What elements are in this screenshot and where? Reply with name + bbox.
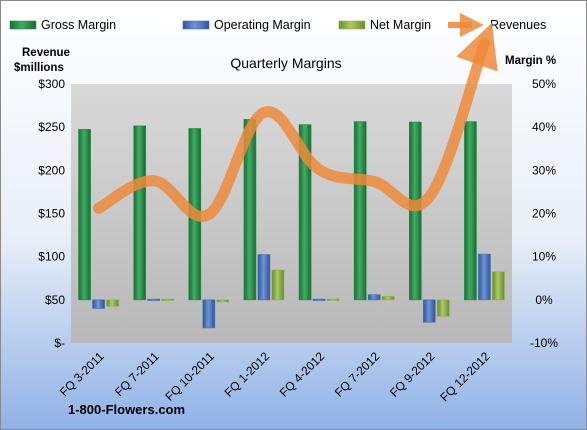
bar-net-margin bbox=[106, 299, 119, 307]
bar-gross-margin bbox=[298, 124, 312, 301]
bar-operating-margin bbox=[92, 299, 105, 309]
chart-title: Quarterly Margins bbox=[230, 55, 341, 71]
left-axis-title-line2: $millions bbox=[14, 62, 64, 74]
bar-gross-margin bbox=[353, 121, 367, 301]
bar-gross-margin bbox=[464, 121, 477, 301]
left-tick-label: $100 bbox=[38, 250, 65, 264]
right-tick-label: -10% bbox=[530, 336, 558, 350]
bar-operating-margin bbox=[257, 254, 271, 301]
bar-operating-margin bbox=[147, 298, 160, 301]
right-tick-label: 30% bbox=[532, 163, 556, 177]
bar-net-margin bbox=[161, 298, 174, 301]
bar-net-margin bbox=[381, 296, 395, 301]
right-tick-label: 40% bbox=[532, 120, 556, 134]
bar-net-margin bbox=[492, 271, 505, 301]
bar-net-margin bbox=[326, 298, 340, 301]
right-tick-label: 10% bbox=[532, 250, 556, 264]
legend-label-operating-margin: Operating Margin bbox=[214, 18, 311, 32]
legend-swatch-net-margin bbox=[338, 20, 366, 30]
bar-operating-margin bbox=[478, 253, 491, 301]
bar-operating-margin bbox=[202, 299, 216, 329]
legend-label-net-margin: Net Margin bbox=[370, 18, 431, 32]
bar-net-margin bbox=[437, 299, 450, 317]
left-tick-label: $200 bbox=[38, 163, 65, 177]
left-tick-label: $300 bbox=[38, 77, 65, 91]
footer-label: 1-800-Flowers.com bbox=[68, 402, 185, 417]
legend-label-gross-margin: Gross Margin bbox=[41, 18, 116, 32]
left-tick-label: $50 bbox=[45, 293, 65, 307]
left-axis-title-line1: Revenue bbox=[22, 47, 70, 59]
bar-operating-margin bbox=[367, 294, 381, 301]
bar-gross-margin bbox=[78, 129, 91, 301]
right-tick-label: 0% bbox=[535, 293, 553, 307]
left-tick-label: $- bbox=[54, 336, 65, 350]
revenue-line-layer bbox=[93, 22, 498, 222]
bar-net-margin bbox=[216, 299, 230, 303]
left-tick-label: $250 bbox=[38, 120, 65, 134]
legend-label-revenues: Revenues bbox=[490, 18, 546, 32]
left-tick-label: $150 bbox=[38, 207, 65, 221]
right-tick-label: 20% bbox=[532, 207, 556, 221]
right-tick-label: 50% bbox=[532, 77, 556, 91]
bar-net-margin bbox=[271, 269, 285, 301]
legend: Gross Margin Operating Margin Net Margin Re… bbox=[9, 13, 546, 37]
right-axis-title: Margin % bbox=[505, 55, 556, 67]
left-axis: $- $50 $100 $150 $200 $250 $300 bbox=[38, 77, 65, 350]
right-axis: -10% 0% 10% 20% 30% 40% 50% bbox=[530, 77, 558, 350]
legend-swatch-gross-margin bbox=[9, 20, 37, 30]
series-line-revenues bbox=[93, 22, 498, 222]
legend-swatch-operating-margin bbox=[182, 20, 210, 30]
bar-gross-margin bbox=[133, 125, 146, 301]
bar-operating-margin bbox=[312, 298, 326, 301]
bar-operating-margin bbox=[423, 299, 436, 323]
